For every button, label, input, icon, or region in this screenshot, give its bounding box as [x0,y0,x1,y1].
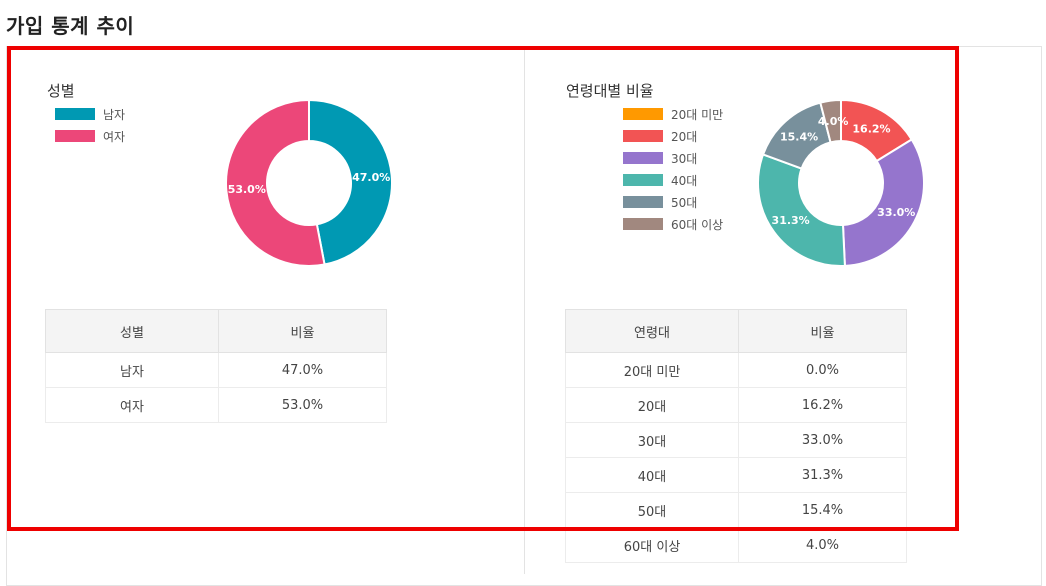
age-table: 연령대 비율 20대 미만 0.0% 20대 16.2% 30대 33.0% 4… [565,309,907,563]
legend-label: 남자 [103,107,126,122]
table-cell-value: 16.2% [738,387,907,423]
table-cell-label: 20대 [565,387,739,423]
table-cell-value: 33.0% [738,422,907,458]
age-legend[interactable]: 20대 미만 20대 30대 40대 50대 60대 이상 [623,103,723,235]
table-cell-label: 30대 [565,422,739,458]
legend-swatch [623,174,663,186]
age-donut-chart[interactable]: 16.2% 33.0% 31.3% 15.4%4.0% [750,92,932,274]
legend-item[interactable]: 여자 [55,125,125,147]
page-title: 가입 통계 추이 [6,14,135,38]
slice-data-label: 15.4% [780,131,818,144]
legend-swatch [623,196,663,208]
table-header-cell: 비율 [218,309,387,353]
table-cell-label: 60대 이상 [565,527,739,563]
table-row: 30대 33.0% [565,422,907,458]
table-cell-value: 4.0% [738,527,907,563]
table-cell-value: 0.0% [738,352,907,388]
legend-item[interactable]: 40대 [623,169,723,191]
legend-item[interactable]: 20대 [623,125,723,147]
table-cell-label: 남자 [45,352,219,388]
table-cell-value: 15.4% [738,492,907,528]
legend-label: 60대 이상 [671,217,724,232]
slice-data-label: 31.3% [772,214,810,227]
table-row: 여자 53.0% [45,387,387,423]
table-header-cell: 연령대 [565,309,739,353]
legend-swatch [55,108,95,120]
legend-item[interactable]: 남자 [55,103,125,125]
donut-slice[interactable] [841,138,925,267]
legend-item[interactable]: 60대 이상 [623,213,723,235]
table-header-cell: 비율 [738,309,907,353]
table-cell-label: 여자 [45,387,219,423]
gender-donut-chart[interactable]: 47.0% 53.0% [218,92,400,274]
slice-data-label: 33.0% [877,206,915,219]
panel-divider [524,47,525,574]
table-cell-value: 47.0% [218,352,387,388]
donut-slice[interactable] [757,153,846,267]
slice-data-label: 53.0% [228,183,266,196]
table-cell-label: 50대 [565,492,739,528]
slice-data-label: 16.2% [852,122,890,135]
age-chart-title: 연령대별 비율 [566,82,654,100]
table-header-row: 연령대 비율 [565,309,907,353]
donut-slice[interactable] [308,98,393,266]
legend-swatch [55,130,95,142]
slice-data-label: 47.0% [352,171,390,184]
table-row: 20대 16.2% [565,387,907,423]
legend-swatch [623,152,663,164]
legend-label: 30대 [671,151,698,166]
legend-label: 40대 [671,173,698,188]
table-row: 남자 47.0% [45,352,387,388]
table-cell-label: 40대 [565,457,739,493]
table-row: 20대 미만 0.0% [565,352,907,388]
table-cell-label: 20대 미만 [565,352,739,388]
gender-chart-title: 성별 [47,82,75,100]
legend-swatch [623,108,663,120]
table-row: 60대 이상 4.0% [565,527,907,563]
legend-label: 20대 [671,129,698,144]
gender-table: 성별 비율 남자 47.0% 여자 53.0% [45,309,387,423]
legend-swatch [623,218,663,230]
legend-item[interactable]: 20대 미만 [623,103,723,125]
legend-label: 여자 [103,129,126,144]
table-header-cell: 성별 [45,309,219,353]
legend-item[interactable]: 30대 [623,147,723,169]
table-header-row: 성별 비율 [45,309,387,353]
legend-label: 50대 [671,195,698,210]
legend-item[interactable]: 50대 [623,191,723,213]
table-row: 40대 31.3% [565,457,907,493]
legend-swatch [623,130,663,142]
table-cell-value: 53.0% [218,387,387,423]
table-cell-value: 31.3% [738,457,907,493]
slice-data-label: 4.0% [818,115,849,128]
legend-label: 20대 미만 [671,107,724,122]
donut-slice[interactable] [819,98,842,144]
donut-slice[interactable] [225,98,326,267]
table-row: 50대 15.4% [565,492,907,528]
